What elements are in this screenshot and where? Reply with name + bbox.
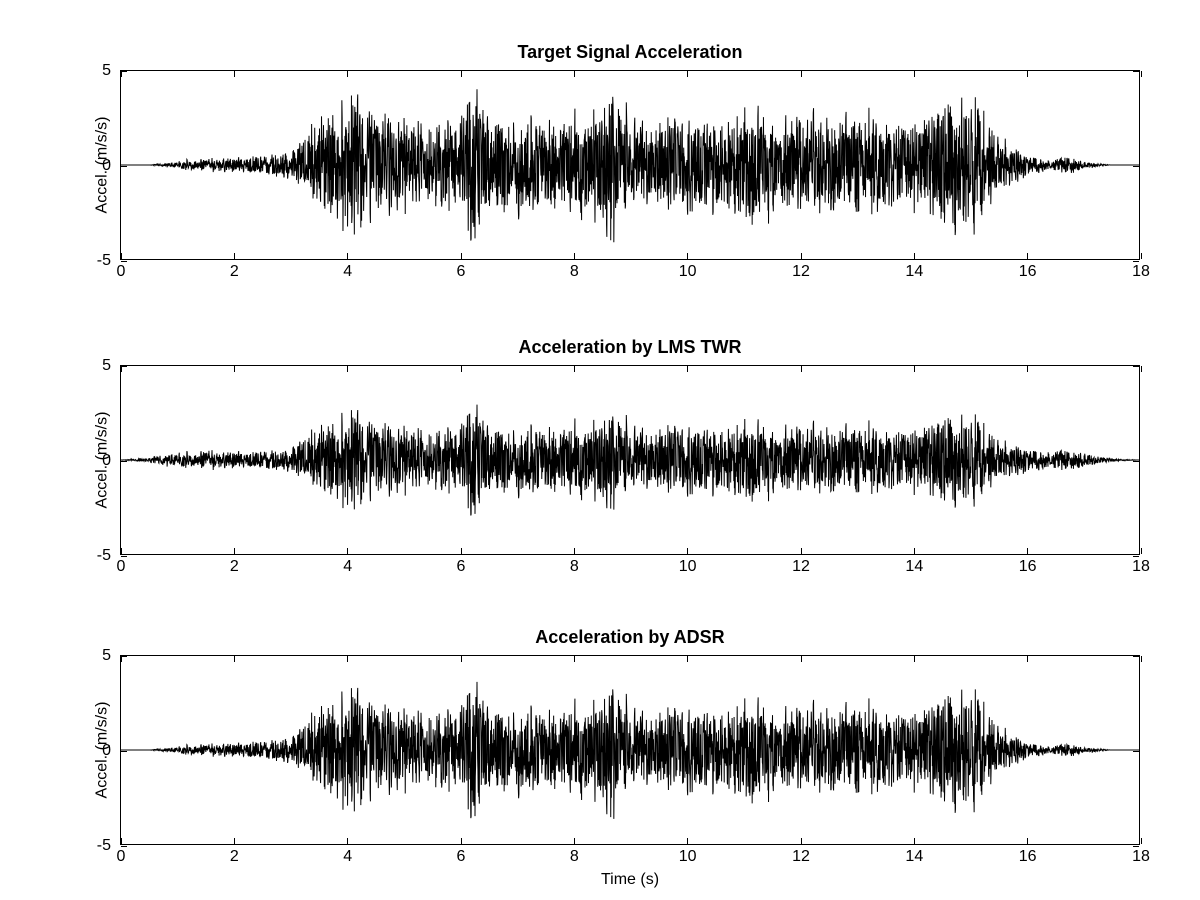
x-tick (1141, 656, 1142, 662)
x-tick-label: 16 (1019, 848, 1037, 866)
x-tick-label: 10 (679, 848, 697, 866)
x-tick (1141, 548, 1142, 554)
subplot-1: Acceleration by LMS TWRAccel. (m/s/s)024… (120, 365, 1140, 555)
x-tick-label: 12 (792, 558, 810, 576)
x-tick (1141, 838, 1142, 844)
x-tick-label: 16 (1019, 263, 1037, 281)
x-tick-label: 10 (679, 263, 697, 281)
signal-trace (121, 656, 1139, 844)
x-tick-label: 0 (117, 558, 126, 576)
y-tick-label: -5 (97, 837, 111, 855)
x-tick-label: 2 (230, 848, 239, 866)
y-tick (121, 261, 127, 262)
x-tick-label: 8 (570, 558, 579, 576)
x-tick-label: 8 (570, 848, 579, 866)
x-tick-label: 2 (230, 558, 239, 576)
y-tick-label: -5 (97, 252, 111, 270)
x-tick-label: 4 (343, 263, 352, 281)
y-tick-label: 5 (102, 62, 111, 80)
x-tick-label: 10 (679, 558, 697, 576)
y-tick (1133, 556, 1139, 557)
x-tick-label: 6 (457, 263, 466, 281)
plot-area: 024681012141618-505 (120, 655, 1140, 845)
y-tick (1133, 846, 1139, 847)
x-tick-label: 14 (905, 848, 923, 866)
y-tick-label: 0 (102, 742, 111, 760)
y-tick (121, 556, 127, 557)
subplot-2: Acceleration by ADSRAccel. (m/s/s)024681… (120, 655, 1140, 845)
x-tick (1141, 71, 1142, 77)
x-tick (1141, 366, 1142, 372)
subplot-title: Target Signal Acceleration (120, 42, 1140, 63)
x-tick-label: 0 (117, 848, 126, 866)
x-tick-label: 0 (117, 263, 126, 281)
y-tick-label: 0 (102, 452, 111, 470)
y-tick-label: 0 (102, 157, 111, 175)
figure: Target Signal AccelerationAccel. (m/s/s)… (0, 0, 1200, 900)
x-tick-label: 18 (1132, 558, 1150, 576)
subplot-title: Acceleration by LMS TWR (120, 337, 1140, 358)
x-axis-label: Time (s) (120, 871, 1140, 889)
x-tick-label: 16 (1019, 558, 1037, 576)
plot-area: 024681012141618-505 (120, 365, 1140, 555)
x-tick-label: 12 (792, 848, 810, 866)
y-tick-label: 5 (102, 647, 111, 665)
x-tick-label: 18 (1132, 263, 1150, 281)
y-tick (1133, 261, 1139, 262)
signal-trace (121, 71, 1139, 259)
plot-area: 024681012141618-505 (120, 70, 1140, 260)
signal-trace (121, 366, 1139, 554)
x-tick-label: 4 (343, 558, 352, 576)
subplot-0: Target Signal AccelerationAccel. (m/s/s)… (120, 70, 1140, 260)
x-tick-label: 14 (905, 263, 923, 281)
x-tick-label: 8 (570, 263, 579, 281)
x-tick-label: 2 (230, 263, 239, 281)
x-tick-label: 6 (457, 558, 466, 576)
y-tick-label: -5 (97, 547, 111, 565)
subplot-title: Acceleration by ADSR (120, 627, 1140, 648)
x-tick-label: 14 (905, 558, 923, 576)
x-tick-label: 4 (343, 848, 352, 866)
y-tick-label: 5 (102, 357, 111, 375)
x-tick-label: 18 (1132, 848, 1150, 866)
y-tick (121, 846, 127, 847)
x-tick (1141, 253, 1142, 259)
x-tick-label: 12 (792, 263, 810, 281)
x-tick-label: 6 (457, 848, 466, 866)
